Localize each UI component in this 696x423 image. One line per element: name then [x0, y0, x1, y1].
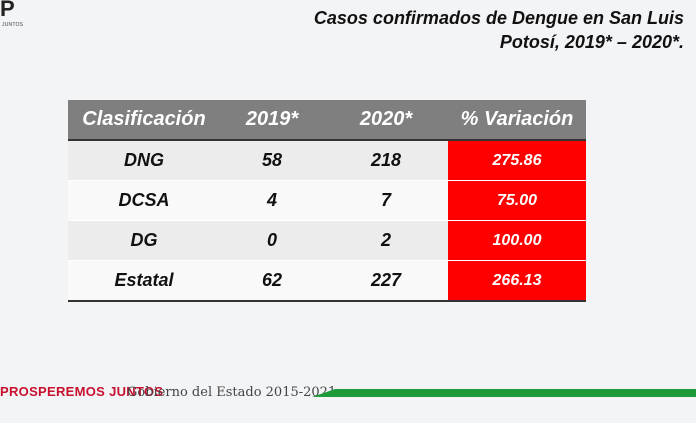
- cell-variation: 266.13: [448, 260, 586, 301]
- table-row: DNG 58 218 275.86: [68, 140, 586, 181]
- header-variation: % Variación: [448, 100, 586, 140]
- header-2020: 2020*: [324, 100, 448, 140]
- footer-brand: PROSPEREMOS JUNTOS: [0, 384, 164, 399]
- logo-mark: P: [0, 0, 15, 21]
- cell-classification: Estatal: [68, 260, 220, 301]
- header-2019: 2019*: [220, 100, 324, 140]
- footer-green-bar: [312, 389, 696, 398]
- table-row: DG 0 2 100.00: [68, 220, 586, 261]
- cell-2019: 4: [220, 180, 324, 221]
- cell-variation: 275.86: [448, 140, 586, 181]
- cell-variation: 75.00: [448, 180, 586, 221]
- header-classification: Clasificación: [68, 100, 220, 140]
- slide-title: Casos confirmados de Dengue en San Luis …: [313, 8, 684, 52]
- logo-subtext: JUNTOS: [2, 22, 24, 28]
- table-row: Estatal 62 227 266.13: [68, 260, 586, 301]
- cell-2020: 2: [324, 220, 448, 261]
- table-header-row: Clasificación 2019* 2020* % Variación: [68, 100, 586, 140]
- table-row: DCSA 4 7 75.00: [68, 180, 586, 221]
- cell-classification: DNG: [68, 140, 220, 181]
- dengue-cases-table: Clasificación 2019* 2020* % Variación DN…: [68, 100, 586, 302]
- logo: P JUNTOS: [0, 0, 34, 40]
- cell-2019: 62: [220, 260, 324, 301]
- cell-2020: 218: [324, 140, 448, 181]
- cell-classification: DCSA: [68, 180, 220, 221]
- footer-government: Gobierno del Estado 2015-2021: [127, 385, 337, 400]
- cell-2019: 58: [220, 140, 324, 181]
- cell-classification: DG: [68, 220, 220, 261]
- cell-variation: 100.00: [448, 220, 586, 261]
- cell-2020: 7: [324, 180, 448, 221]
- cell-2020: 227: [324, 260, 448, 301]
- cell-2019: 0: [220, 220, 324, 261]
